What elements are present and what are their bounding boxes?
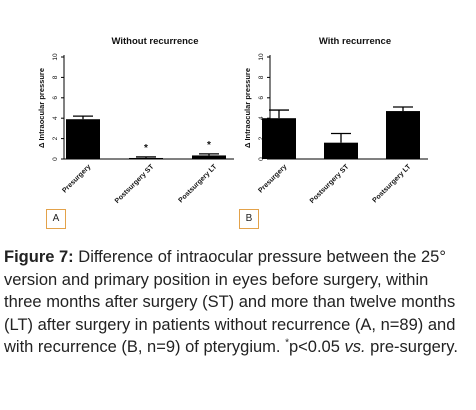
chart-b-category-label: Postsurgery LT (372, 163, 413, 204)
chart-b-bar (324, 142, 358, 159)
caption-text: Difference of intraocular pressure betwe… (4, 248, 456, 356)
caption-text-end: pre-surgery. (365, 338, 458, 356)
chart-b-y-tick-label: 8 (258, 75, 265, 79)
chart-b-y-tick-label: 4 (258, 116, 265, 120)
chart-b-y-tick-label: 6 (258, 96, 265, 100)
chart-a-bar (129, 157, 163, 159)
chart-a-y-tick-label: 10 (52, 53, 59, 61)
chart-a-significance-marker: * (144, 143, 148, 154)
chart-a-y-tick-label: 4 (52, 116, 59, 120)
chart-b-bar (386, 111, 420, 159)
chart-a-significance-marker: * (207, 140, 211, 151)
chart-a-y-tick-label: 0 (52, 157, 59, 161)
chart-b-bar (262, 118, 296, 159)
chart-a-category-label: Presurgery (61, 163, 92, 194)
panel-label-b: B (239, 209, 259, 229)
chart-a-y-axis-label: Δ Intraocular pressure (37, 68, 46, 148)
chart-a-bar (192, 155, 226, 159)
figure-caption: Figure 7: Difference of intraocular pres… (4, 246, 466, 359)
caption-pvalue: p<0.05 (288, 338, 345, 356)
chart-b-category-label: Postsurgery ST (309, 163, 351, 205)
chart-a-title: Without recurrence (111, 36, 198, 47)
chart-a-y-tick-label: 2 (52, 136, 59, 140)
caption-label: Figure 7: (4, 248, 74, 266)
chart-b-y-tick-label: 10 (258, 53, 265, 61)
figure: Without recurrence Δ Intraocular pressure… (37, 36, 428, 229)
caption-vs: vs. (344, 338, 366, 356)
chart-a-bar (66, 119, 100, 159)
chart-b-category-label: Presurgery (257, 163, 288, 194)
chart-a-category-label: Postsurgery ST (114, 163, 156, 205)
chart-b-y-tick-label: 0 (258, 157, 265, 161)
chart-b-y-tick-label: 2 (258, 136, 265, 140)
caption-significance-marker: * (285, 337, 289, 349)
chart-b-title: With recurrence (319, 36, 391, 47)
chart-b-y-axis-label: Δ Intraocular pressure (243, 68, 252, 148)
panel-label-a: A (46, 209, 66, 229)
charts-svg: Without recurrence Δ Intraocular pressure… (37, 36, 428, 205)
chart-a-y-tick-label: 8 (52, 75, 59, 79)
chart-a-category-label: Postsurgery LT (178, 163, 219, 204)
chart-a-y-tick-label: 6 (52, 96, 59, 100)
